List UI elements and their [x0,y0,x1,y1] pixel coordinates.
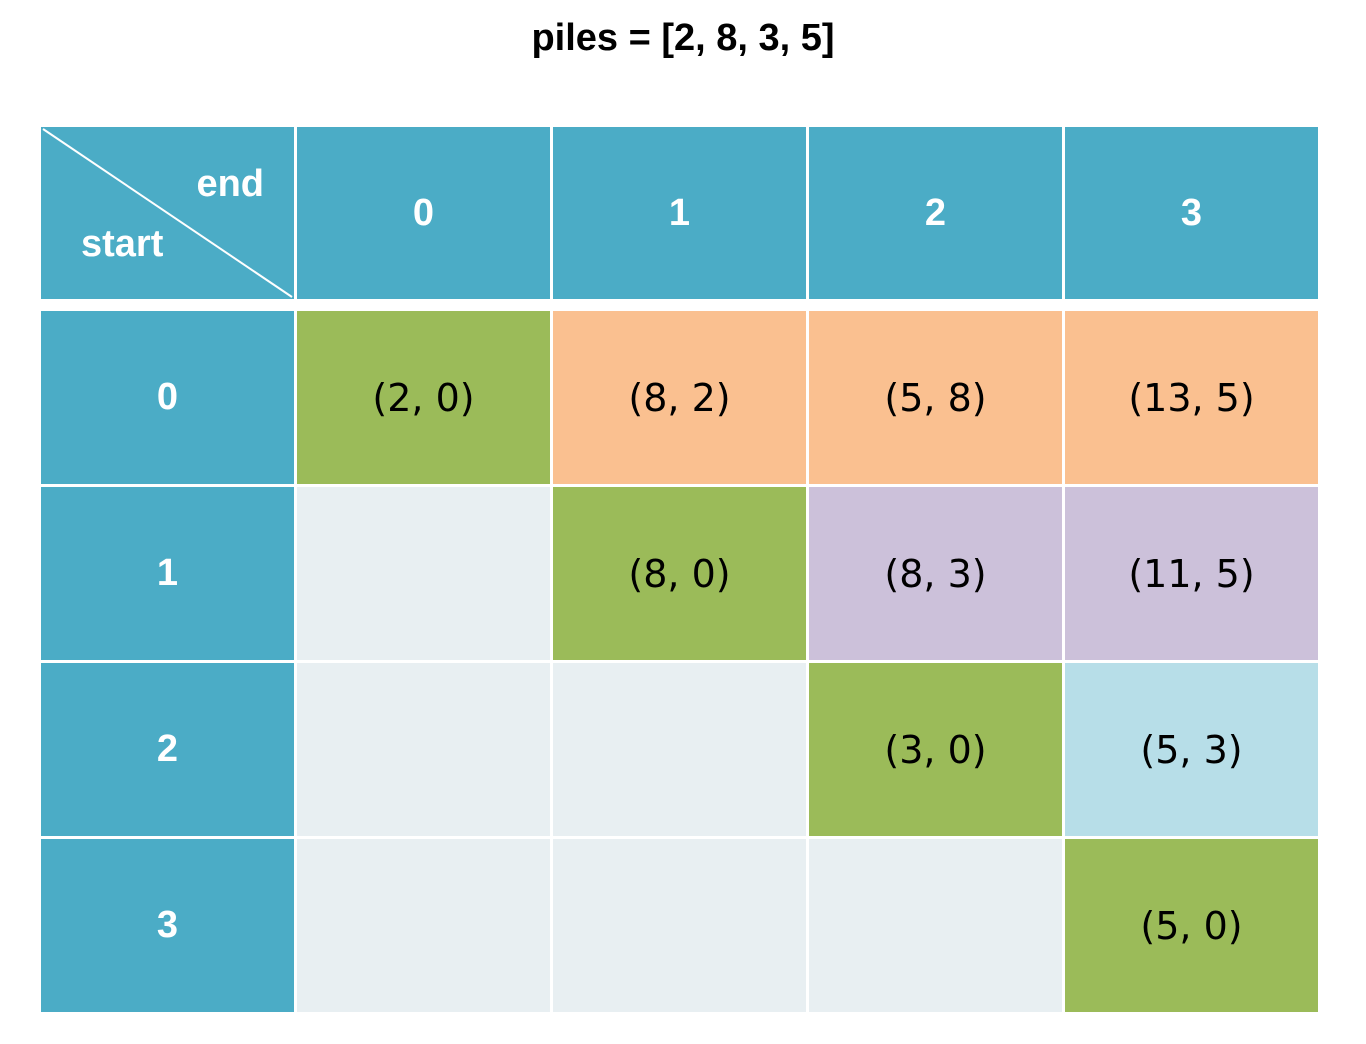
corner-header: end start [41,127,294,299]
cell-1-2: (8, 3) [809,487,1062,660]
col-header-1: 1 [553,127,806,299]
row-header-3: 3 [41,839,294,1012]
page-title: piles = [2, 8, 3, 5] [531,17,835,59]
cell-1-1: (8, 0) [553,487,806,660]
cell-0-2: (5, 8) [809,311,1062,484]
cell-2-3: (5, 3) [1065,663,1318,836]
col-header-2: 2 [809,127,1062,299]
cell-3-2 [809,839,1062,1012]
cell-2-2: (3, 0) [809,663,1062,836]
end-axis-label: end [196,163,264,205]
cell-3-0 [297,839,550,1012]
cell-2-1 [553,663,806,836]
cell-0-0: (2, 0) [297,311,550,484]
row-header-2: 2 [41,663,294,836]
corner-diagonal-line [42,128,293,298]
cell-3-1 [553,839,806,1012]
header-separator [297,302,550,308]
cell-0-1: (8, 2) [553,311,806,484]
dp-table: end start 0 1 2 3 0 (2, 0) (8, 2) (5, 8)… [41,127,1318,1018]
cell-3-3: (5, 0) [1065,839,1318,1012]
header-separator [809,302,1062,308]
row-header-1: 1 [41,487,294,660]
row-header-0: 0 [41,311,294,484]
cell-1-3: (11, 5) [1065,487,1318,660]
cell-1-0 [297,487,550,660]
header-separator [41,302,294,308]
cell-0-3: (13, 5) [1065,311,1318,484]
header-separator [553,302,806,308]
start-axis-label: start [81,223,164,265]
header-separator [1065,302,1318,308]
col-header-3: 3 [1065,127,1318,299]
cell-2-0 [297,663,550,836]
col-header-0: 0 [297,127,550,299]
